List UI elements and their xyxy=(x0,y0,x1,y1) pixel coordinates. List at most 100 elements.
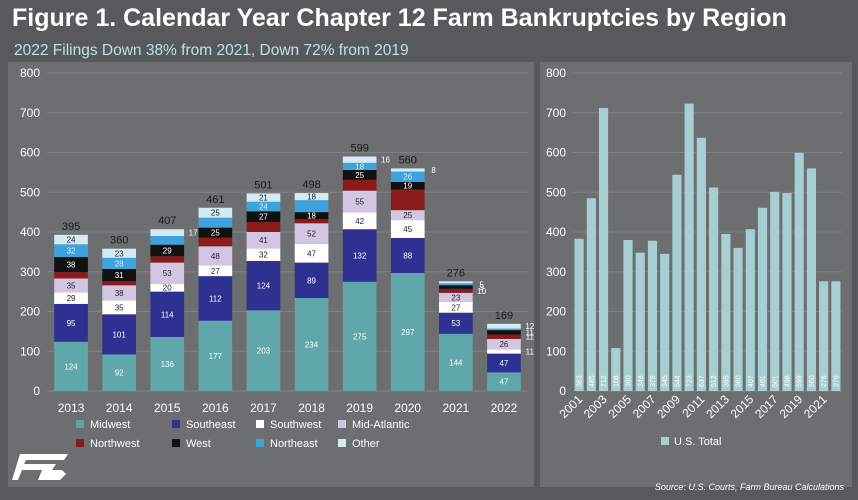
bar-segment xyxy=(246,193,281,202)
bar-value-label: 27 xyxy=(211,267,220,276)
legend-swatch xyxy=(76,439,84,447)
bar-segment xyxy=(102,248,136,258)
bar-value-label: 9 xyxy=(479,283,484,292)
legend-label: Mid-Atlantic xyxy=(352,419,410,431)
bar-value-label: 177 xyxy=(209,352,223,361)
total-bar-value-label: 380 xyxy=(626,375,633,387)
bar-value-label: 29 xyxy=(163,246,172,255)
source-note: Source: U.S. Courts, Farm Bureau Calcula… xyxy=(654,482,844,492)
bar-value-label: 124 xyxy=(64,362,78,371)
bar-segment xyxy=(439,281,473,284)
bar-value-label: 21 xyxy=(259,194,268,203)
total-bar-value-label: 276 xyxy=(821,375,828,387)
bar-segment xyxy=(198,217,233,228)
bar-segment xyxy=(198,237,233,247)
bar-value-label: 88 xyxy=(403,251,412,260)
bar-segment xyxy=(198,265,233,277)
bar-value-label: 32 xyxy=(259,251,268,260)
bar-segment xyxy=(54,303,88,342)
bar-segment xyxy=(150,283,185,292)
bar-segment xyxy=(342,169,377,180)
x-tick-label: 2020 xyxy=(394,401,421,415)
bar-total-label: 599 xyxy=(350,142,368,154)
bar-segment xyxy=(150,229,185,236)
bar-segment xyxy=(294,200,329,213)
legend-label: U.S. Total xyxy=(674,436,722,448)
bar-value-label: 92 xyxy=(115,369,124,378)
bar-segment xyxy=(342,162,377,170)
bar-value-label: 18 xyxy=(355,162,364,171)
bar-segment xyxy=(487,349,521,354)
bar-value-label: 8 xyxy=(431,166,436,175)
bar-segment xyxy=(439,333,473,391)
bar-segment xyxy=(342,229,377,282)
bar-value-label: 136 xyxy=(161,360,175,369)
bar-segment xyxy=(342,156,377,163)
bar-segment xyxy=(390,181,425,190)
legend-swatch xyxy=(172,439,180,447)
bar-value-label: 35 xyxy=(115,303,124,312)
bar-segment xyxy=(54,292,88,304)
bar-value-label: 89 xyxy=(307,276,316,285)
y-tick-label: 300 xyxy=(546,265,566,279)
bar-total-label: 498 xyxy=(302,179,320,191)
total-bar-value-label: 108 xyxy=(613,375,620,387)
total-bar xyxy=(696,137,706,391)
bar-value-label: 24 xyxy=(67,236,76,245)
legend-label: Other xyxy=(352,438,380,450)
total-bar-value-label: 712 xyxy=(601,375,608,387)
total-bar-value-label: 560 xyxy=(809,375,816,387)
bar-segment xyxy=(150,336,185,391)
legend-swatch xyxy=(76,420,84,428)
bar-segment xyxy=(390,272,425,391)
bar-value-label: 114 xyxy=(161,310,174,319)
y-tick-label: 600 xyxy=(546,146,566,160)
y-tick-label: 100 xyxy=(20,344,40,358)
bar-segment xyxy=(487,330,521,335)
total-bar-value-label: 395 xyxy=(723,375,730,387)
total-bar-value-label: 599 xyxy=(797,375,804,387)
y-tick-label: 100 xyxy=(546,344,566,358)
bar-segment xyxy=(198,207,233,218)
bar-value-label: 47 xyxy=(499,359,508,368)
bar-segment xyxy=(294,193,329,201)
y-tick-label: 800 xyxy=(546,66,566,80)
bar-value-label: 32 xyxy=(67,247,76,256)
bar-segment xyxy=(54,341,88,391)
total-bar xyxy=(684,103,694,392)
total-bar-value-label: 378 xyxy=(650,375,657,387)
legend-swatch xyxy=(338,420,346,428)
bar-value-label: 12 xyxy=(525,322,534,331)
bar-segment xyxy=(390,210,425,221)
bar-value-label: 27 xyxy=(451,303,460,312)
bar-segment xyxy=(198,227,233,238)
bar-value-label: 95 xyxy=(67,319,76,328)
total-bar-value-label: 637 xyxy=(699,375,706,387)
bar-segment xyxy=(342,212,377,230)
bar-segment xyxy=(294,297,329,391)
y-tick-label: 0 xyxy=(33,384,40,398)
bar-segment xyxy=(246,232,281,249)
bar-segment xyxy=(246,310,281,391)
bar-value-label: 47 xyxy=(499,378,508,387)
y-tick-label: 200 xyxy=(20,305,40,319)
total-bar xyxy=(647,240,658,391)
bar-segment xyxy=(246,248,281,262)
legend-swatch xyxy=(256,420,264,428)
total-bar xyxy=(672,174,682,391)
bar-segment xyxy=(294,223,329,244)
bar-segment xyxy=(342,281,377,391)
chart-title: Figure 1. Calendar Year Chapter 12 Farm … xyxy=(12,4,787,32)
bar-value-label: 24 xyxy=(259,203,268,212)
bar-segment xyxy=(390,171,425,182)
x-tick-label: 2016 xyxy=(202,401,229,415)
bar-segment xyxy=(439,301,473,313)
bar-value-label: 29 xyxy=(67,294,76,303)
total-bar xyxy=(721,233,731,391)
bar-value-label: 38 xyxy=(67,261,76,270)
bar-value-label: 275 xyxy=(353,332,367,341)
total-bar-value-label: 501 xyxy=(772,375,779,387)
bar-value-label: 25 xyxy=(355,171,364,180)
